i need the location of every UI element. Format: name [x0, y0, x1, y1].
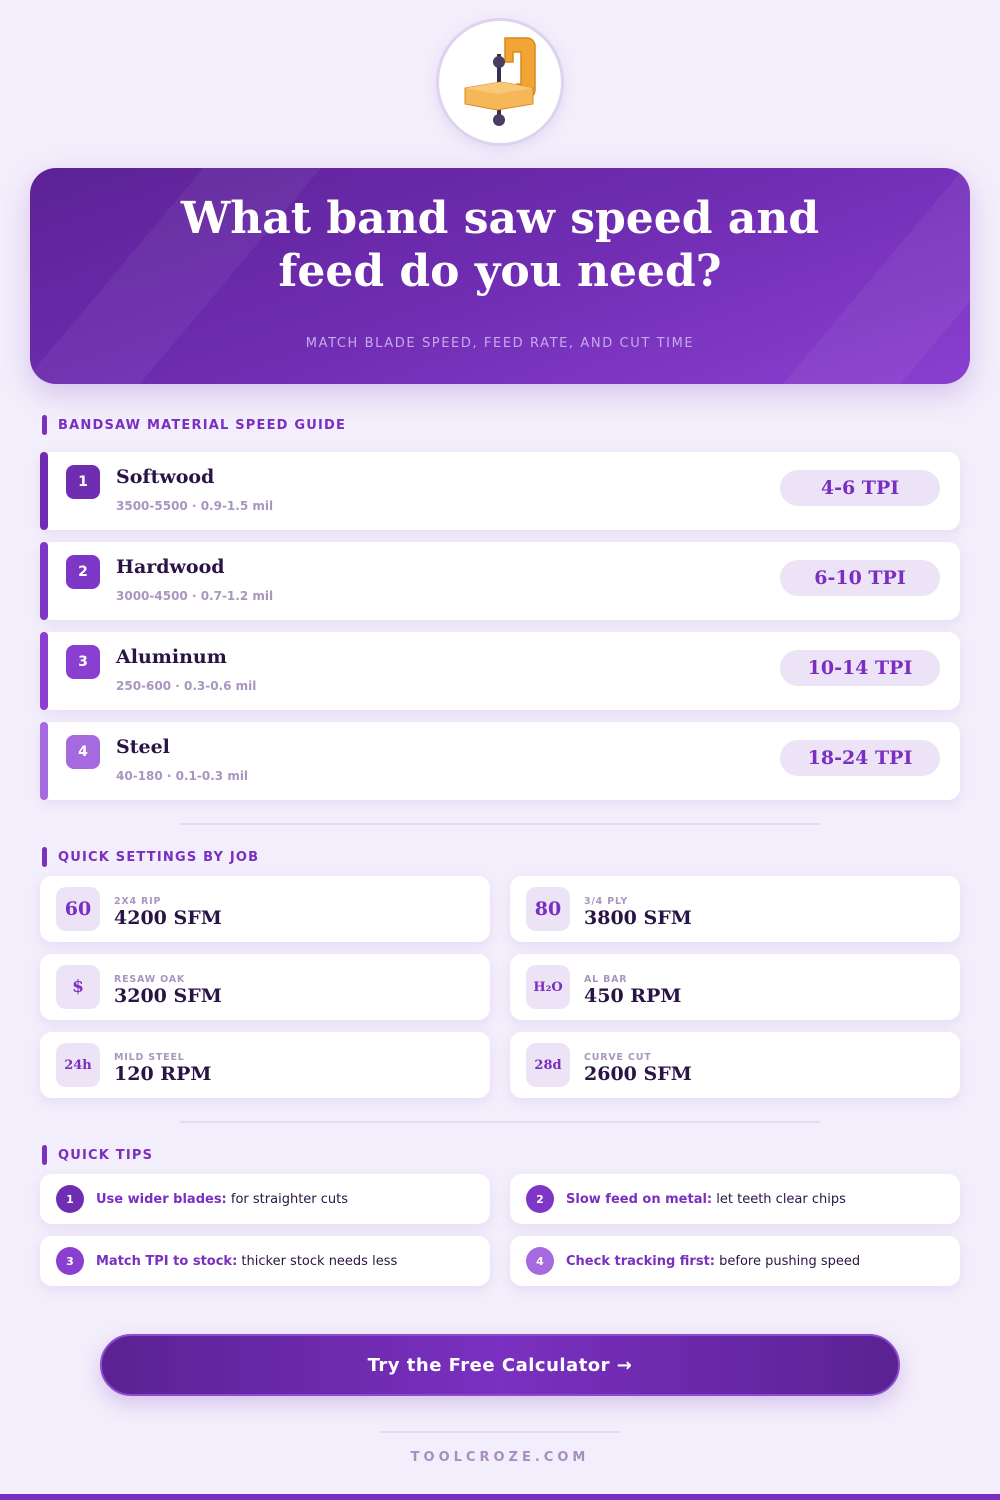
setting-label: MILD STEEL [114, 1052, 185, 1063]
hero-banner: What band saw speed and feed do you need… [30, 168, 970, 384]
setting-icon: 60 [56, 887, 100, 931]
setting-label: AL BAR [584, 974, 628, 985]
setting-label: 3/4 PLY [584, 896, 629, 907]
setting-value: 450 RPM [584, 985, 682, 1007]
clock-24h-icon: 24h [56, 1043, 100, 1087]
tip-detail: for straighter cuts [230, 1191, 349, 1207]
card-accent-bar [40, 632, 48, 710]
setting-icon: 80 [526, 887, 570, 931]
setting-value: 120 RPM [114, 1063, 212, 1085]
tip-detail: let teeth clear chips [716, 1191, 846, 1207]
tpi-badge: 6-10 TPI [780, 560, 940, 596]
tpi-badge: 4-6 TPI [780, 470, 940, 506]
hero-subtitle: MATCH BLADE SPEED, FEED RATE, AND CUT TI… [305, 336, 695, 351]
setting-card-al-bar: H₂O AL BAR 450 RPM [510, 954, 960, 1020]
section-heading-quick-settings: QUICK SETTINGS BY JOB [42, 847, 259, 867]
tip-title: Slow feed on metal: [566, 1191, 713, 1207]
section-divider [180, 823, 820, 825]
setting-card-curve-cut: 28d CURVE CUT 2600 SFM [510, 1032, 960, 1098]
card-accent-bar [40, 722, 48, 800]
tip-number-badge: 3 [56, 1247, 84, 1275]
tip-card: 4 Check tracking first: before pushing s… [510, 1236, 960, 1286]
tip-title: Check tracking first: [566, 1253, 715, 1269]
tip-text: Use wider blades: for straighter cuts [96, 1192, 348, 1207]
calendar-28d-icon: 28d [526, 1043, 570, 1087]
tip-card: 1 Use wider blades: for straighter cuts [40, 1174, 490, 1224]
band-saw-icon [464, 37, 536, 126]
logo-badge [436, 18, 564, 146]
material-card-aluminum: 3 Aluminum 250-600 · 0.3-0.6 mil 10-14 T… [40, 632, 960, 710]
setting-label: CURVE CUT [584, 1052, 652, 1063]
section-divider [180, 1121, 820, 1123]
footer-divider [380, 1431, 620, 1433]
heading-accent-bar [42, 847, 47, 867]
material-name: Aluminum [116, 646, 227, 668]
step-number-badge: 2 [66, 555, 100, 589]
footer-site-link[interactable]: TOOLCROZE.COM [410, 1450, 590, 1465]
material-card-hardwood: 2 Hardwood 3000-4500 · 0.7-1.2 mil 6-10 … [40, 542, 960, 620]
tip-title: Use wider blades: [96, 1191, 227, 1207]
material-name: Softwood [116, 466, 215, 488]
card-accent-bar [40, 542, 48, 620]
title-line-2: feed do you need? [278, 246, 722, 297]
tip-number-badge: 2 [526, 1185, 554, 1213]
setting-label: RESAW OAK [114, 974, 186, 985]
setting-card-resaw-oak: $ RESAW OAK 3200 SFM [40, 954, 490, 1020]
tip-number-badge: 4 [526, 1247, 554, 1275]
tip-detail: before pushing speed [719, 1253, 861, 1269]
tpi-badge: 10-14 TPI [780, 650, 940, 686]
heading-accent-bar [42, 1145, 47, 1165]
tip-detail: thicker stock needs less [241, 1253, 398, 1269]
tip-title: Match TPI to stock: [96, 1253, 238, 1269]
tip-text: Slow feed on metal: let teeth clear chip… [566, 1192, 846, 1207]
material-speed-range: 40-180 · 0.1-0.3 mil [116, 769, 249, 783]
setting-value: 3200 SFM [114, 985, 222, 1007]
page-title: What band saw speed and feed do you need… [30, 192, 970, 298]
bottom-accent-bar [0, 1494, 1000, 1500]
setting-value: 3800 SFM [584, 907, 692, 929]
material-card-steel: 4 Steel 40-180 · 0.1-0.3 mil 18-24 TPI [40, 722, 960, 800]
water-icon: H₂O [526, 965, 570, 1009]
setting-value: 4200 SFM [114, 907, 222, 929]
material-speed-range: 250-600 · 0.3-0.6 mil [116, 679, 257, 693]
heading-accent-bar [42, 415, 47, 435]
setting-card-3-4-ply: 80 3/4 PLY 3800 SFM [510, 876, 960, 942]
step-number-badge: 1 [66, 465, 100, 499]
step-number-badge: 4 [66, 735, 100, 769]
card-accent-bar [40, 452, 48, 530]
dollar-icon: $ [56, 965, 100, 1009]
tip-card: 2 Slow feed on metal: let teeth clear ch… [510, 1174, 960, 1224]
material-name: Hardwood [116, 556, 225, 578]
material-card-softwood: 1 Softwood 3500-5500 · 0.9-1.5 mil 4-6 T… [40, 452, 960, 530]
setting-card-2x4-rip: 60 2X4 RIP 4200 SFM [40, 876, 490, 942]
setting-card-mild-steel: 24h MILD STEEL 120 RPM [40, 1032, 490, 1098]
tip-number-badge: 1 [56, 1185, 84, 1213]
tip-text: Check tracking first: before pushing spe… [566, 1254, 860, 1269]
setting-label: 2X4 RIP [114, 896, 162, 907]
step-number-badge: 3 [66, 645, 100, 679]
section-heading-quick-tips: QUICK TIPS [42, 1145, 153, 1165]
title-line-1: What band saw speed and [180, 193, 820, 244]
material-speed-range: 3000-4500 · 0.7-1.2 mil [116, 589, 274, 603]
section-heading-material-guide: BANDSAW MATERIAL SPEED GUIDE [42, 415, 346, 435]
tip-card: 3 Match TPI to stock: thicker stock need… [40, 1236, 490, 1286]
setting-value: 2600 SFM [584, 1063, 692, 1085]
try-calculator-button[interactable]: Try the Free Calculator → [100, 1334, 900, 1396]
section-heading-label: QUICK TIPS [58, 1147, 154, 1163]
tpi-badge: 18-24 TPI [780, 740, 940, 776]
section-heading-label: QUICK SETTINGS BY JOB [58, 849, 260, 865]
tip-text: Match TPI to stock: thicker stock needs … [96, 1254, 397, 1269]
section-heading-label: BANDSAW MATERIAL SPEED GUIDE [58, 417, 347, 433]
material-speed-range: 3500-5500 · 0.9-1.5 mil [116, 499, 274, 513]
material-name: Steel [116, 736, 170, 758]
